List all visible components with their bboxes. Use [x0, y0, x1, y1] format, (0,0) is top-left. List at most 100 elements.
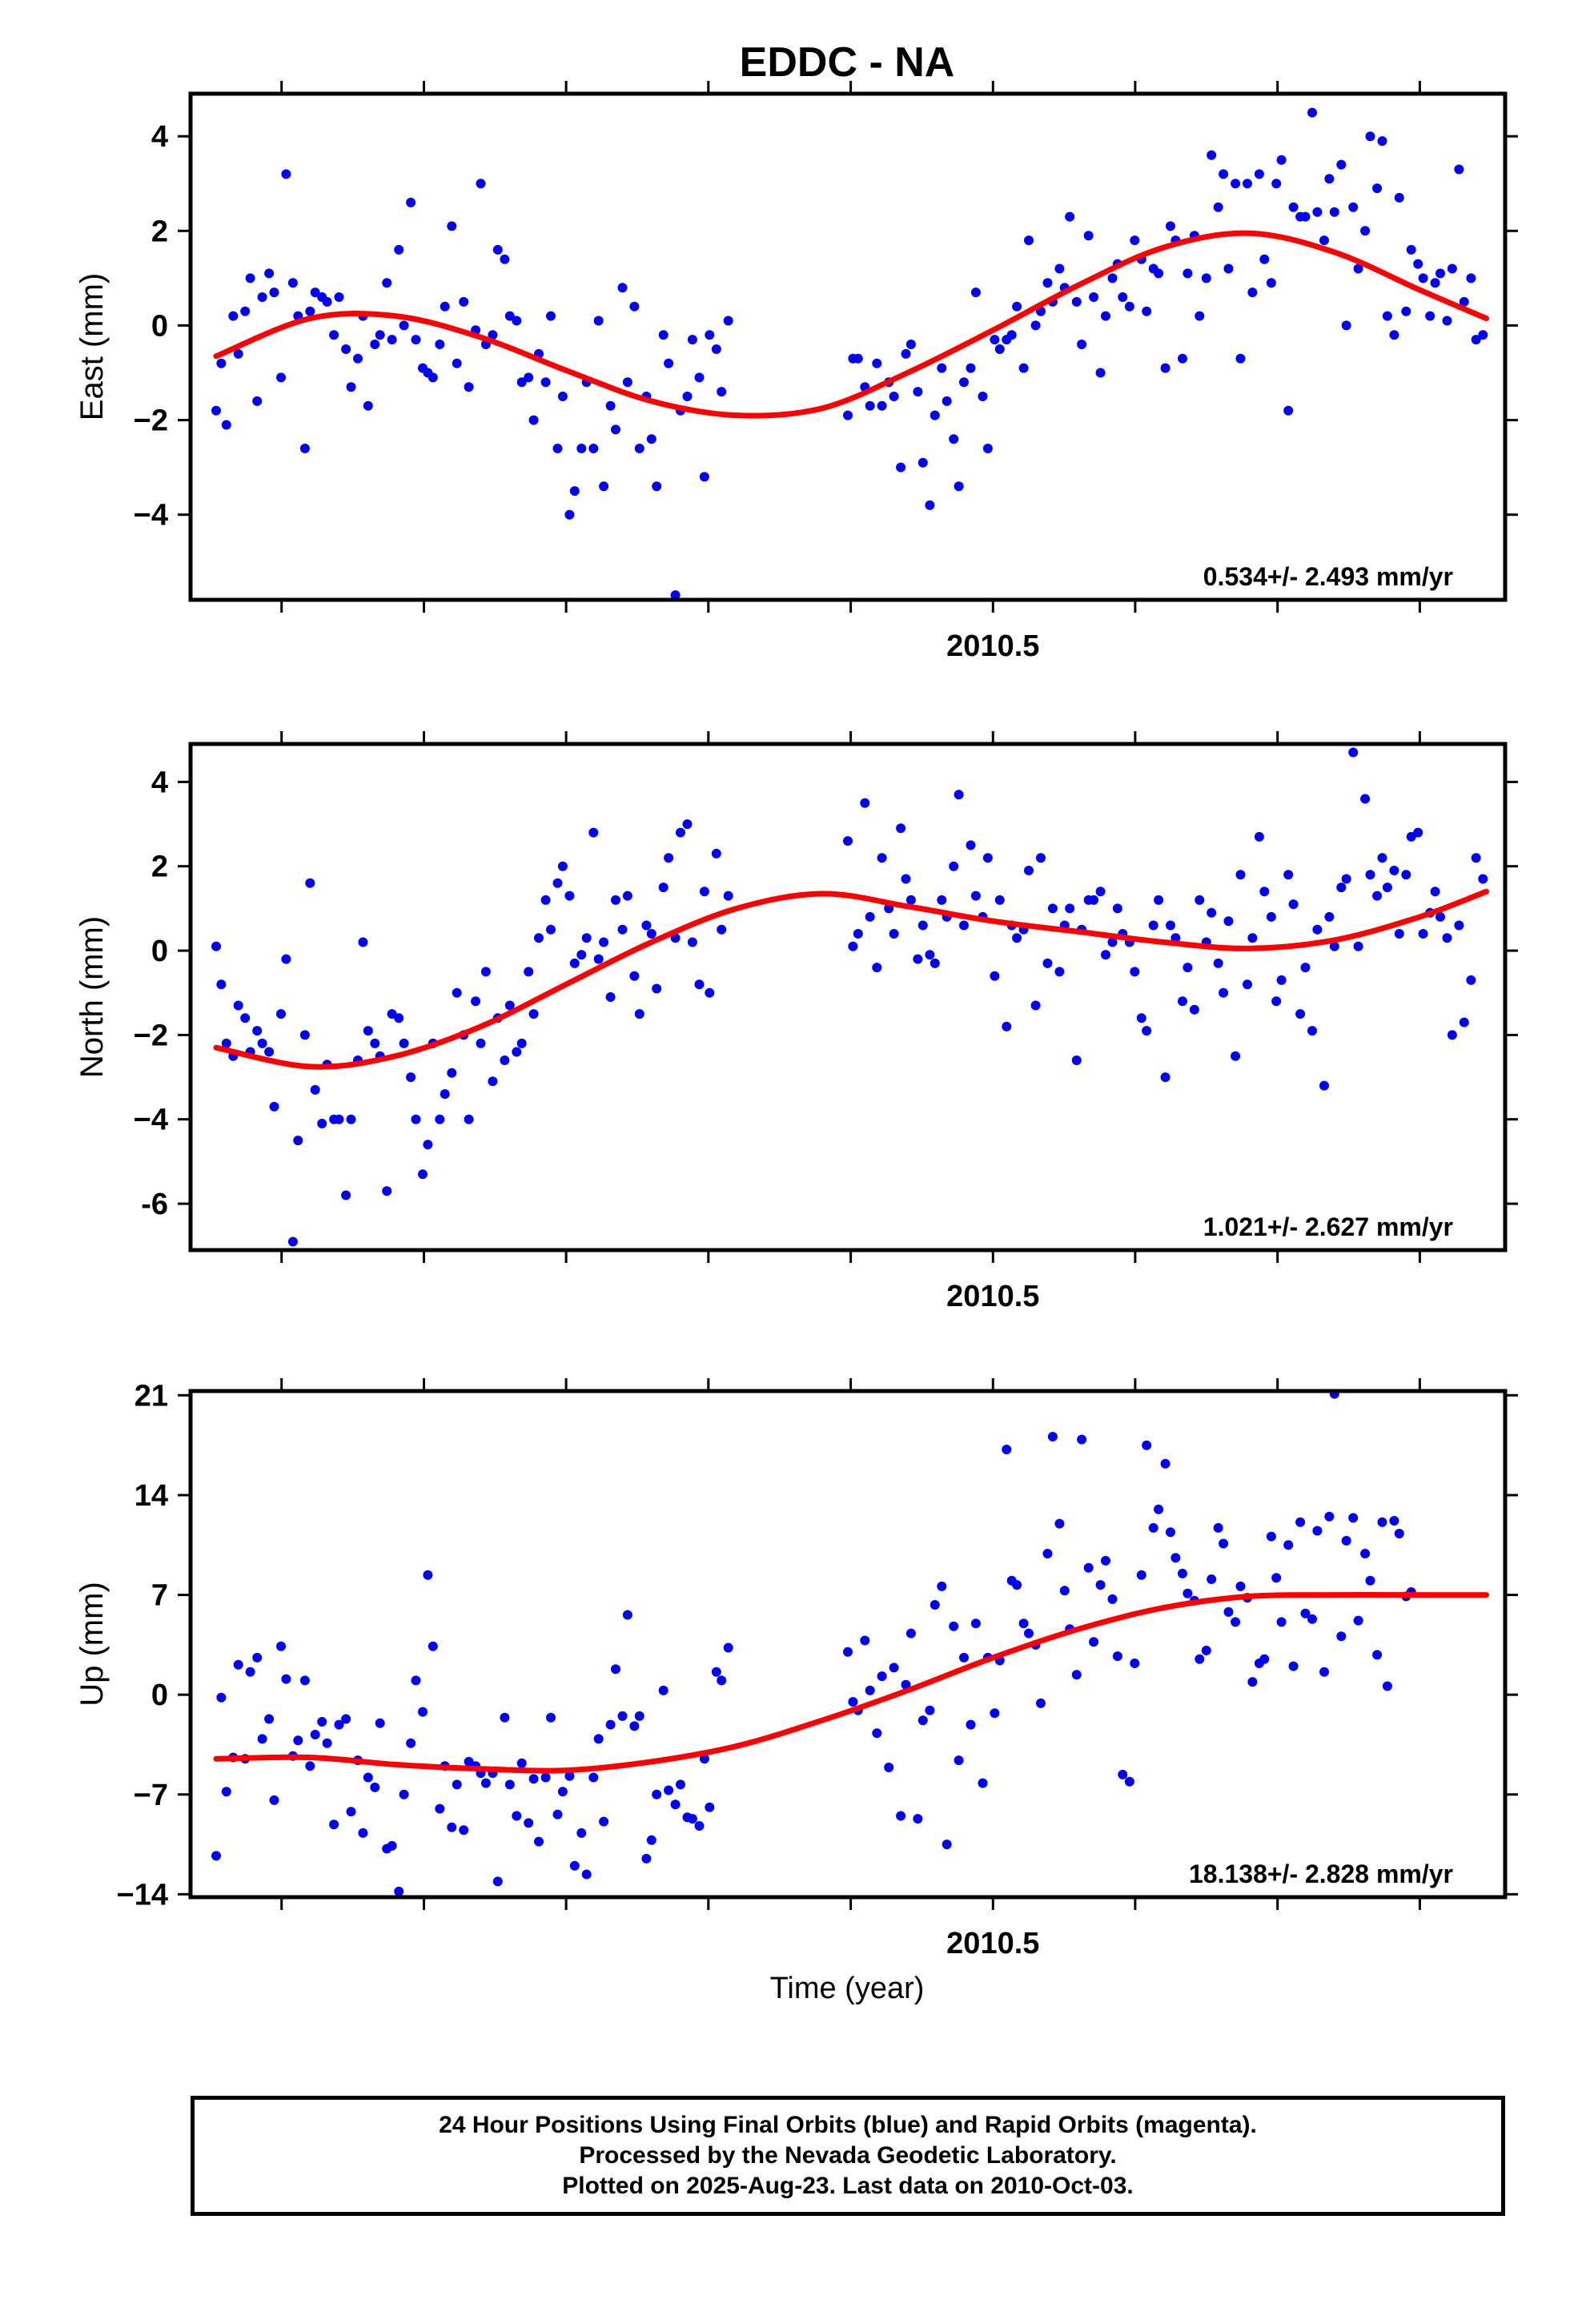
- north-data-point: [1307, 1026, 1317, 1036]
- north-data-point: [341, 1190, 351, 1200]
- up-data-point: [884, 1763, 894, 1772]
- up-data-point: [699, 1754, 709, 1764]
- up-data-point: [322, 1738, 332, 1748]
- north-data-point: [581, 933, 592, 943]
- north-data-point: [954, 790, 964, 800]
- north-data-point: [1148, 920, 1158, 931]
- north-data-point: [1389, 866, 1399, 875]
- north-data-point: [293, 1136, 303, 1146]
- east-data-point: [705, 330, 715, 340]
- north-data-point: [216, 979, 227, 990]
- east-data-point: [1130, 235, 1140, 246]
- up-data-point: [1235, 1581, 1246, 1591]
- north-y-tick-label: 0: [151, 935, 168, 968]
- north-data-point: [524, 967, 534, 977]
- up-data-point: [1394, 1529, 1404, 1538]
- east-y-tick-label: −4: [134, 499, 168, 533]
- east-data-point: [629, 301, 640, 312]
- north-data-point: [1160, 1072, 1170, 1083]
- footer-line-3: Plotted on 2025-Aug-23. Last data on 201…: [562, 2173, 1134, 2199]
- east-data-point: [500, 254, 510, 264]
- east-data-point: [452, 358, 462, 368]
- north-x-tick-label: 2010.5: [946, 1280, 1039, 1313]
- east-data-point: [512, 316, 522, 326]
- up-data-point: [629, 1721, 640, 1731]
- east-data-point: [370, 340, 380, 349]
- north-data-point: [252, 1026, 263, 1036]
- north-data-point: [853, 929, 863, 939]
- up-data-point: [406, 1738, 416, 1748]
- north-data-point: [406, 1072, 416, 1083]
- up-data-point: [1288, 1661, 1299, 1671]
- east-y-tick-label: −2: [134, 404, 168, 438]
- north-data-point: [1430, 887, 1440, 897]
- up-data-point: [1089, 1637, 1099, 1647]
- up-data-point: [1300, 1608, 1311, 1618]
- north-y-tick-label: -6: [141, 1188, 168, 1221]
- east-data-point: [476, 179, 486, 189]
- east-data-point: [954, 481, 964, 492]
- east-data-point: [622, 377, 632, 388]
- up-data-point: [512, 1811, 522, 1821]
- up-data-point: [917, 1715, 928, 1726]
- up-data-point: [1219, 1538, 1229, 1549]
- east-data-point: [1324, 174, 1335, 184]
- north-data-point: [269, 1101, 279, 1112]
- north-data-point: [913, 954, 923, 964]
- east-data-point: [1101, 311, 1110, 321]
- north-data-point: [970, 891, 981, 901]
- up-data-point: [872, 1728, 882, 1739]
- north-data-point: [1065, 903, 1075, 914]
- north-data-point: [1030, 1000, 1041, 1011]
- footer-line-2: Processed by the Nevada Geodetic Laborat…: [579, 2142, 1117, 2169]
- north-data-point: [257, 1038, 267, 1048]
- east-fit-curve: [213, 230, 1489, 419]
- up-data-point: [1472, 0, 1481, 5]
- east-data-point: [1259, 254, 1270, 264]
- east-data-point: [1377, 136, 1387, 147]
- east-data-point: [1401, 306, 1411, 316]
- east-data-point: [853, 353, 863, 364]
- up-data-point: [905, 1628, 916, 1638]
- north-data-point: [480, 967, 491, 977]
- east-y-tick-label: 0: [151, 309, 168, 343]
- up-y-tick-label: 14: [135, 1479, 168, 1513]
- east-data-point: [723, 316, 733, 326]
- east-data-point: [1195, 311, 1205, 321]
- up-data-point: [901, 1679, 911, 1690]
- east-data-point: [447, 221, 457, 231]
- east-data-point: [646, 434, 656, 444]
- north-data-point: [346, 1114, 356, 1124]
- up-data-point: [528, 1774, 539, 1784]
- north-data-point: [1394, 929, 1404, 939]
- north-data-point: [896, 823, 906, 834]
- east-data-point: [652, 481, 662, 492]
- east-data-point: [1341, 320, 1351, 331]
- east-data-point: [966, 363, 976, 373]
- north-data-point: [1413, 827, 1423, 838]
- east-data-point: [576, 444, 587, 453]
- north-data-point: [276, 1009, 286, 1019]
- up-data-point: [1101, 1555, 1110, 1566]
- north-data-point: [843, 836, 853, 846]
- north-data-point: [305, 878, 315, 888]
- east-data-point: [221, 420, 231, 430]
- up-data-point: [540, 1772, 551, 1783]
- up-data-point: [1148, 1522, 1158, 1533]
- north-data-point: [546, 924, 556, 935]
- up-data-point: [1154, 1504, 1164, 1514]
- up-data-point: [358, 1827, 368, 1838]
- north-data-point: [949, 861, 959, 871]
- north-data-point: [1271, 996, 1282, 1007]
- up-data-point: [435, 1803, 445, 1814]
- north-y-tick-label: −2: [134, 1019, 168, 1052]
- north-fit-curve: [213, 888, 1489, 1070]
- up-data-point: [1312, 1526, 1323, 1536]
- up-data-point: [346, 1807, 356, 1817]
- up-data-points: [211, 0, 1481, 1896]
- north-data-point: [1012, 933, 1022, 943]
- up-data-point: [641, 1853, 652, 1864]
- north-data-point: [1353, 941, 1363, 951]
- east-data-point: [1065, 211, 1075, 222]
- north-data-point: [1213, 958, 1223, 968]
